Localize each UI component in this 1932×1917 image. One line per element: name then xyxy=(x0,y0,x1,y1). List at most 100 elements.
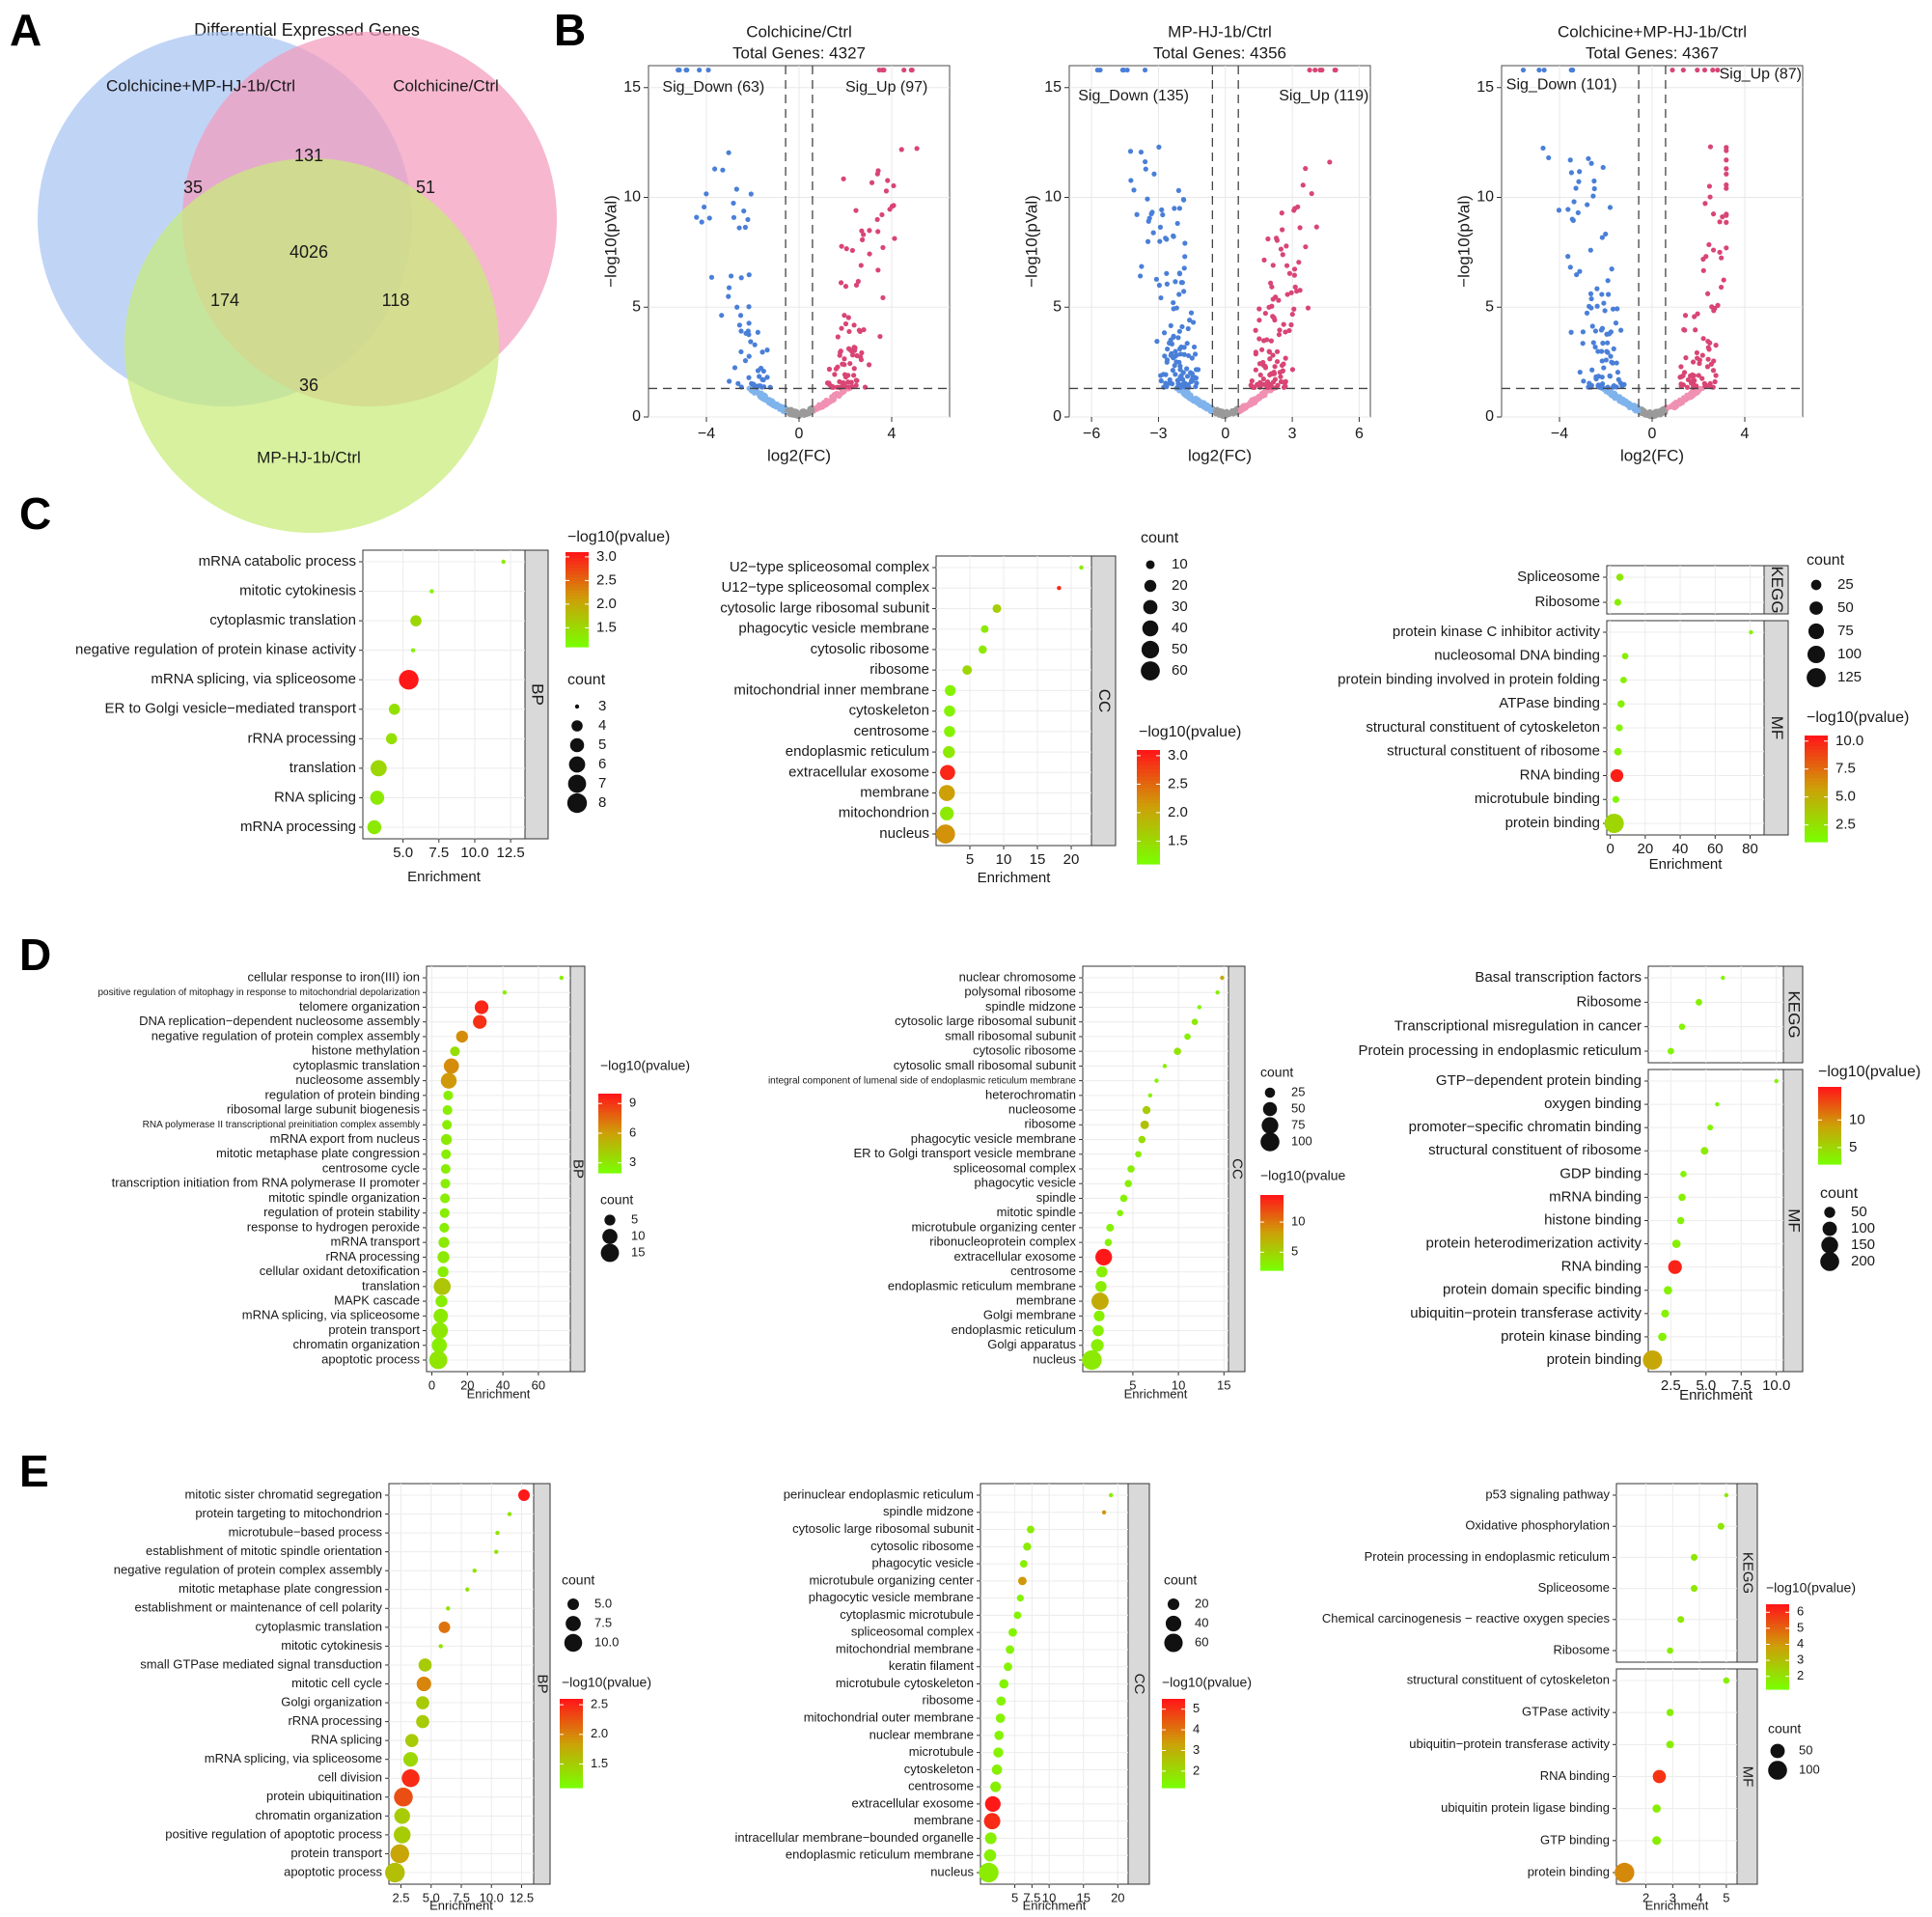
volcano-point xyxy=(760,376,766,383)
x-tick-label: 40 xyxy=(496,1377,510,1392)
volcano-point xyxy=(1724,148,1729,153)
dot-point xyxy=(472,1569,477,1573)
volcano-point xyxy=(837,378,842,385)
color-bar-segment xyxy=(1137,833,1160,839)
color-bar-segment xyxy=(1137,768,1160,774)
x-tick-label: 10.0 xyxy=(460,845,488,861)
term-label: rRNA processing xyxy=(247,730,356,746)
volcano-point xyxy=(1283,383,1288,389)
volcano-point xyxy=(1711,308,1717,314)
color-bar-segment xyxy=(598,1103,621,1108)
volcano-point xyxy=(764,375,770,380)
term-label: integral component of lumenal side of en… xyxy=(768,1075,1076,1086)
volcano-point xyxy=(1165,346,1171,352)
volcano-point xyxy=(1274,348,1281,354)
volcano-point xyxy=(1580,341,1586,347)
term-label: mitotic metaphase plate congression xyxy=(179,1581,382,1596)
volcano-point xyxy=(1669,403,1674,409)
volcano-point xyxy=(1277,327,1283,333)
color-bar-segment xyxy=(598,1135,621,1140)
dot-point xyxy=(1610,768,1624,783)
color-bar-segment xyxy=(566,627,589,632)
color-bar-segment xyxy=(1805,767,1828,772)
volcano-point xyxy=(1270,379,1277,385)
volcano-point xyxy=(731,214,737,220)
term-label: phagocytic vesicle membrane xyxy=(911,1131,1076,1146)
term-label: membrane xyxy=(860,785,929,801)
x-tick-label: 0 xyxy=(795,426,804,442)
term-label: RNA splicing xyxy=(311,1733,382,1747)
color-bar-segment xyxy=(1818,1087,1841,1091)
dot-point xyxy=(1162,1064,1168,1069)
color-bar-segment xyxy=(1818,1141,1841,1145)
term-label: response to hydrogen peroxide xyxy=(247,1219,420,1234)
size-legend-dot xyxy=(568,756,586,773)
volcano-point xyxy=(1138,273,1144,279)
volcano-point xyxy=(875,267,881,273)
volcano-point xyxy=(874,171,880,177)
volcano-point xyxy=(1195,367,1201,373)
term-label: extracellular exosome xyxy=(954,1249,1076,1264)
dot-point xyxy=(418,1658,432,1672)
dot-point xyxy=(416,1714,429,1729)
volcano-point xyxy=(1589,323,1595,329)
dot-point xyxy=(465,1587,470,1592)
term-label: RNA binding xyxy=(1520,766,1600,783)
y-tick-label: 0 xyxy=(1485,408,1494,425)
volcano-point xyxy=(1599,325,1606,331)
x-tick-label: −3 xyxy=(1149,426,1167,442)
volcano-point xyxy=(824,380,831,386)
color-bar-segment xyxy=(1137,772,1160,778)
term-label: cytosolic ribosome xyxy=(811,641,929,657)
term-label: apoptotic process xyxy=(321,1351,420,1366)
term-label: keratin filament xyxy=(889,1658,975,1673)
volcano-point xyxy=(1591,178,1597,184)
volcano-point xyxy=(1710,247,1717,253)
color-bar-segment xyxy=(1260,1205,1283,1209)
dot-point xyxy=(991,1764,1003,1775)
color-bar-segment xyxy=(560,1772,583,1777)
volcano-point xyxy=(704,191,709,197)
term-label: mRNA splicing, via spliceosome xyxy=(242,1308,420,1322)
term-label: ER to Golgi transport vesicle membrane xyxy=(854,1146,1076,1160)
volcano-point xyxy=(1611,383,1616,389)
volcano-point xyxy=(1577,369,1583,375)
volcano-point xyxy=(1139,264,1145,269)
dot-point xyxy=(1661,1309,1670,1318)
volcano-point xyxy=(736,322,742,328)
term-label: ribosomal large subunit biogenesis xyxy=(227,1102,421,1117)
volcano-point xyxy=(1590,193,1596,199)
color-bar-segment xyxy=(1162,1752,1185,1756)
volcano-point xyxy=(1257,394,1263,400)
volcano-point xyxy=(1294,289,1300,294)
color-bar-segment xyxy=(1805,799,1828,804)
volcano-point xyxy=(764,347,770,353)
size-legend-dot xyxy=(1824,1207,1835,1218)
volcano-point xyxy=(1179,323,1185,330)
volcano-point xyxy=(891,203,897,208)
color-bar-segment xyxy=(1162,1746,1185,1750)
volcano-point xyxy=(851,366,857,372)
dot-point xyxy=(1615,573,1624,581)
color-bar-segment xyxy=(1818,1135,1841,1139)
dot-plot-4: BP cellular response to iron(III) ion posi… xyxy=(97,965,690,1401)
color-bar-segment xyxy=(1805,827,1828,832)
dot-point xyxy=(402,1752,419,1767)
color-bar-segment xyxy=(1137,848,1160,853)
color-bar-segment xyxy=(598,1146,621,1150)
color-bar-segment xyxy=(1137,753,1160,759)
volcano-point xyxy=(1286,270,1293,276)
dot-point xyxy=(1027,1525,1035,1534)
volcano-point xyxy=(1151,171,1157,177)
color-legend-label: 2 xyxy=(1193,1763,1200,1777)
dot-point xyxy=(1678,1193,1686,1202)
size-legend-dot xyxy=(1807,668,1826,687)
color-bar-segment xyxy=(566,599,589,603)
dot-point xyxy=(1091,1292,1109,1310)
color-bar-segment xyxy=(598,1120,621,1124)
volcano-point xyxy=(1273,236,1280,241)
volcano-point xyxy=(866,362,872,368)
volcano-point xyxy=(738,328,744,334)
color-bar-segment xyxy=(1137,799,1160,804)
volcano-point xyxy=(887,207,893,212)
